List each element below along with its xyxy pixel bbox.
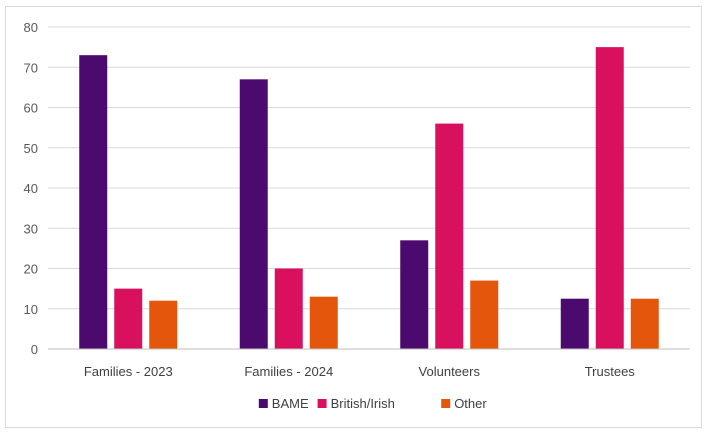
y-tick-label: 0 xyxy=(31,342,38,357)
bar-british-irish-1 xyxy=(274,268,303,349)
bar-bame-3 xyxy=(560,298,589,349)
legend-swatch-other xyxy=(441,399,451,408)
y-tick-label: 80 xyxy=(24,20,38,35)
bar-other-3 xyxy=(630,298,659,349)
y-tick-label: 70 xyxy=(24,60,38,75)
x-category-label: Families - 2023 xyxy=(84,364,173,379)
bars xyxy=(79,47,659,350)
legend-label: BAME xyxy=(272,396,309,411)
legend: BAME British/Irish Other xyxy=(258,396,487,411)
legend-label: British/Irish xyxy=(331,396,395,411)
bar-other-0 xyxy=(149,300,178,349)
bar-other-2 xyxy=(470,280,499,349)
y-tick-label: 10 xyxy=(24,302,38,317)
gridlines xyxy=(48,26,690,310)
y-tick-label: 60 xyxy=(24,101,38,116)
bar-other-1 xyxy=(309,296,338,349)
bar-bame-1 xyxy=(239,79,268,349)
y-tick-label: 50 xyxy=(24,141,38,156)
bar-british-irish-2 xyxy=(435,123,464,349)
y-tick-label: 30 xyxy=(24,221,38,236)
x-category-label: Families - 2024 xyxy=(244,364,333,379)
x-axis: Families - 2023 Families - 2024 Volunteers… xyxy=(48,348,690,379)
x-category-label: Trustees xyxy=(585,364,636,379)
bar-british-irish-0 xyxy=(114,288,143,349)
legend-label: Other xyxy=(454,396,487,411)
y-axis-tick-labels: 0 10 20 30 40 50 60 70 80 xyxy=(24,20,38,357)
legend-swatch-british-irish xyxy=(317,399,327,408)
chart-frame xyxy=(5,6,702,428)
bar-bame-0 xyxy=(79,55,108,350)
y-tick-label: 40 xyxy=(24,181,38,196)
x-category-label: Volunteers xyxy=(419,364,481,379)
bar-bame-2 xyxy=(400,240,429,349)
bar-british-irish-3 xyxy=(595,47,624,349)
legend-swatch-bame xyxy=(258,399,268,408)
y-tick-label: 20 xyxy=(24,262,38,277)
